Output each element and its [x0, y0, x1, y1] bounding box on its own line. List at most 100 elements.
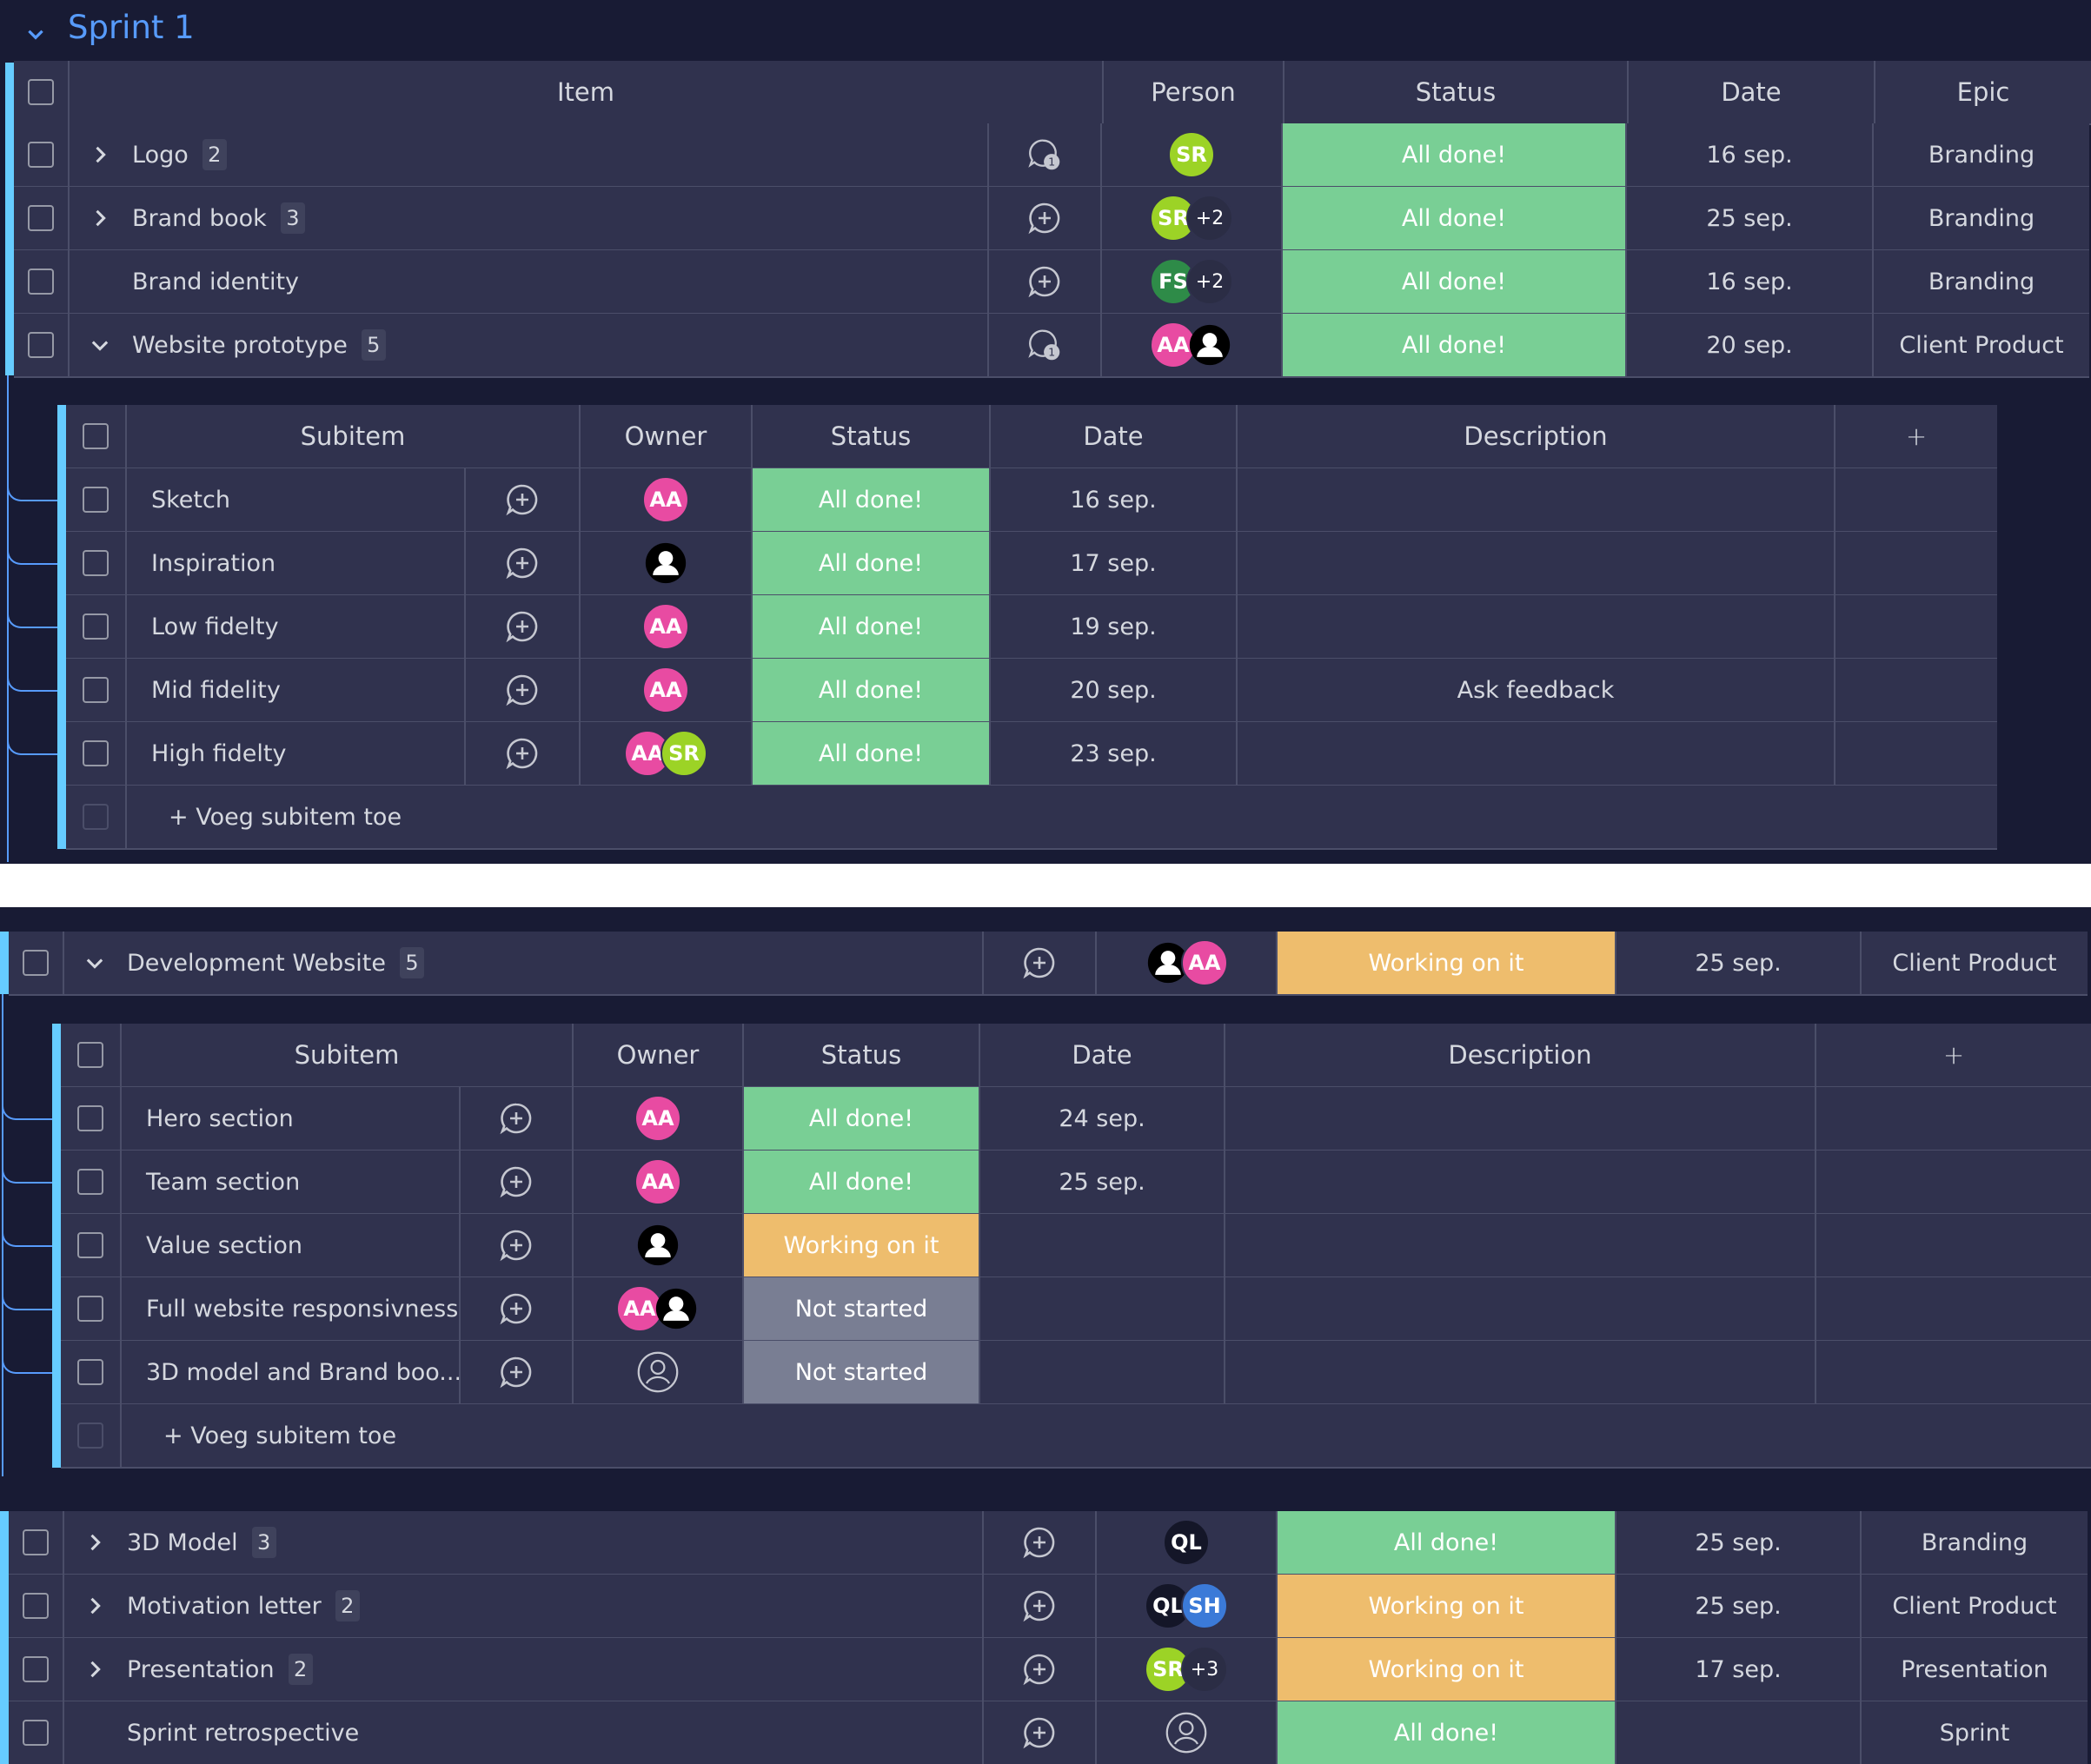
checkbox[interactable] — [77, 1359, 103, 1385]
col-owner[interactable]: Owner — [574, 1024, 744, 1086]
row-select[interactable] — [9, 1701, 64, 1764]
add-column-icon[interactable]: + — [1942, 1040, 1965, 1070]
avatar-group[interactable] — [634, 1222, 681, 1269]
row-select[interactable] — [9, 1511, 64, 1574]
subitem-row[interactable]: Inspiration All done! 17 sep. — [66, 532, 1997, 596]
row-select[interactable] — [66, 659, 127, 721]
avatar[interactable]: QL — [1163, 1519, 1210, 1566]
avatar-group[interactable]: AA — [642, 603, 689, 650]
item-name[interactable]: 3D Model — [127, 1529, 238, 1556]
avatar-group[interactable]: AA — [1145, 939, 1228, 986]
item-name[interactable]: Presentation — [127, 1655, 275, 1683]
item-name-cell[interactable]: Development Website 5 — [64, 932, 984, 994]
table-row[interactable]: Sprint retrospective All done! Sprint — [9, 1701, 2088, 1764]
checkbox[interactable] — [23, 1720, 49, 1746]
status-label[interactable]: Not started — [744, 1341, 980, 1403]
avatar[interactable]: AA — [642, 476, 689, 523]
avatar-group[interactable]: AA — [642, 666, 689, 713]
item-name-cell[interactable]: Website prototype 5 — [70, 314, 989, 376]
date-cell[interactable]: 17 sep. — [991, 532, 1238, 594]
item-name-cell[interactable]: Motivation letter 2 — [64, 1575, 984, 1637]
add-update-icon[interactable] — [989, 187, 1102, 249]
status-label[interactable]: Working on it — [1278, 932, 1616, 994]
subitem-count-badge[interactable]: 2 — [202, 139, 227, 170]
subitem-name-text[interactable]: Hero section — [146, 1104, 294, 1132]
status-label[interactable]: All done! — [1278, 1511, 1616, 1574]
add-update-icon[interactable] — [984, 1575, 1097, 1637]
status-label[interactable]: All done! — [753, 595, 991, 658]
owner-cell[interactable] — [574, 1214, 744, 1277]
group-header[interactable]: Sprint 1 — [24, 5, 195, 49]
col-date[interactable]: Date — [980, 1024, 1225, 1086]
date-cell[interactable]: 25 sep. — [1616, 1511, 1862, 1574]
subitem-name[interactable]: Value section — [122, 1214, 461, 1277]
item-name[interactable]: Motivation letter — [127, 1592, 322, 1620]
table-row[interactable]: Motivation letter 2 QL SH Working on it 25 se… — [9, 1575, 2088, 1639]
person-cell[interactable]: AA — [1102, 314, 1283, 376]
status-label[interactable]: All done! — [744, 1087, 980, 1150]
description-cell[interactable] — [1225, 1151, 1816, 1213]
status-label[interactable]: Working on it — [744, 1214, 980, 1277]
subitem-count-badge[interactable]: 5 — [399, 947, 424, 978]
date-cell[interactable]: 25 sep. — [1616, 932, 1862, 994]
description-cell[interactable] — [1225, 1087, 1816, 1150]
table-row[interactable]: 3D Model 3 QL All done! 25 sep. Branding — [9, 1511, 2088, 1575]
item-name-cell[interactable]: Presentation 2 — [64, 1638, 984, 1701]
item-name[interactable]: Development Website — [127, 949, 386, 977]
checkbox[interactable] — [83, 423, 109, 449]
subitem-select-all[interactable] — [66, 405, 127, 468]
date-cell[interactable] — [1616, 1701, 1862, 1764]
row-select[interactable] — [14, 250, 70, 313]
status-label[interactable]: All done! — [753, 659, 991, 721]
table-row[interactable]: Brand book 3 SR +2 All done! 25 sep. Branding — [14, 187, 2089, 251]
row-select[interactable] — [61, 1341, 122, 1403]
avatar[interactable]: AA — [634, 1158, 681, 1205]
avatar[interactable]: AA — [1181, 939, 1228, 986]
add-update-icon[interactable] — [984, 1701, 1097, 1764]
row-select[interactable] — [66, 532, 127, 594]
chevron-right-icon[interactable] — [82, 1593, 108, 1619]
status-label[interactable]: All done! — [753, 532, 991, 594]
add-update-icon[interactable] — [461, 1214, 574, 1277]
checkbox[interactable] — [28, 79, 54, 105]
status-label[interactable]: Working on it — [1278, 1638, 1616, 1701]
subitem-name-text[interactable]: Inspiration — [151, 549, 276, 577]
owner-cell[interactable]: AA — [581, 468, 753, 531]
subitem-count-badge[interactable]: 3 — [280, 202, 305, 234]
description-cell[interactable] — [1238, 532, 1835, 594]
row-select[interactable] — [9, 932, 64, 994]
row-select[interactable] — [14, 314, 70, 376]
status-label[interactable]: All done! — [744, 1151, 980, 1213]
avatar-group[interactable]: AA — [616, 1285, 700, 1332]
status-label[interactable]: All done! — [1278, 1701, 1616, 1764]
checkbox[interactable] — [77, 1105, 103, 1131]
subitem-row[interactable]: 3D model and Brand boo... Not started — [61, 1341, 2091, 1405]
subitem-count-badge[interactable]: 3 — [251, 1527, 276, 1558]
avatar-group[interactable]: QL SH — [1145, 1582, 1228, 1629]
row-select[interactable] — [61, 1087, 122, 1150]
chevron-right-icon[interactable] — [87, 205, 113, 231]
date-cell[interactable] — [980, 1341, 1225, 1403]
add-update-icon[interactable] — [466, 722, 581, 785]
chevron-down-icon[interactable] — [24, 16, 47, 40]
subitem-row[interactable]: Value section Working on it — [61, 1214, 2091, 1278]
subitem-row[interactable]: High fidelty AA SR All done! 23 sep. — [66, 722, 1997, 786]
col-item[interactable]: Item — [70, 61, 1104, 123]
table-row[interactable]: Logo 2 1 SR All done! 16 sep. Branding — [14, 123, 2089, 188]
checkbox[interactable] — [23, 1656, 49, 1682]
item-name[interactable]: Brand book — [132, 204, 267, 232]
item-name-cell[interactable]: Sprint retrospective — [64, 1701, 984, 1764]
date-cell[interactable]: 25 sep. — [1616, 1575, 1862, 1637]
checkbox[interactable] — [28, 205, 54, 231]
subitem-name-text[interactable]: Value section — [146, 1231, 302, 1259]
add-update-icon[interactable] — [466, 659, 581, 721]
item-name-cell[interactable]: Logo 2 — [70, 123, 989, 186]
person-cell[interactable]: SR +2 — [1102, 187, 1283, 249]
row-select[interactable] — [9, 1638, 64, 1701]
person-cell[interactable]: QL SH — [1097, 1575, 1278, 1637]
avatar-group[interactable] — [1163, 1709, 1210, 1756]
date-cell[interactable]: 16 sep. — [991, 468, 1238, 531]
date-cell[interactable]: 19 sep. — [991, 595, 1238, 658]
subitem-name[interactable]: Team section — [122, 1151, 461, 1213]
date-cell[interactable]: 23 sep. — [991, 722, 1238, 785]
